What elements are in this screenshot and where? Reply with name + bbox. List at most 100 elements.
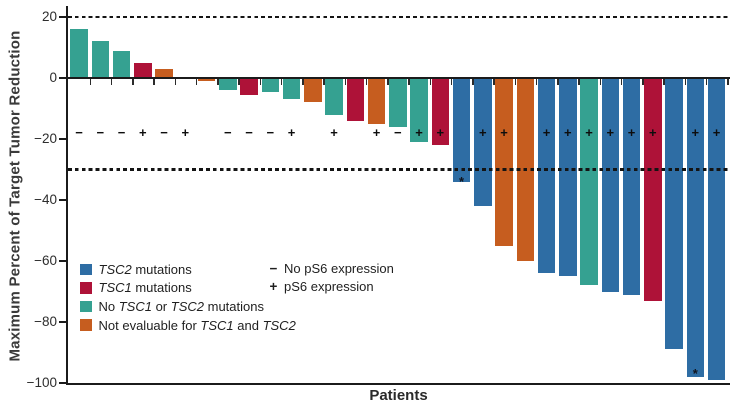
y-tick-label-−80: −80 bbox=[34, 314, 57, 329]
x-tick bbox=[472, 79, 474, 85]
x-tick bbox=[238, 79, 240, 85]
ps6-sign-patient-8: − bbox=[223, 125, 232, 140]
x-tick bbox=[365, 79, 368, 85]
zero-line bbox=[66, 76, 730, 80]
x-tick bbox=[727, 79, 729, 85]
bar-patient-7 bbox=[197, 78, 216, 82]
bar-patient-19 bbox=[452, 78, 471, 182]
x-tick bbox=[323, 79, 325, 85]
y-tick-20 bbox=[59, 16, 66, 18]
x-axis-title: Patients bbox=[369, 387, 428, 404]
x-tick bbox=[259, 79, 262, 85]
ps6-legend: − No pS6 expression + pS6 expression bbox=[267, 260, 394, 295]
x-tick bbox=[408, 79, 410, 85]
ps6-sign-patient-27: + bbox=[627, 125, 636, 140]
y-tick-0 bbox=[59, 77, 66, 79]
x-tick bbox=[642, 79, 644, 85]
x-tick bbox=[429, 79, 432, 85]
bar-patient-16 bbox=[389, 78, 407, 127]
legend-swatch-no_mutation bbox=[80, 300, 92, 313]
bar-patient-30 bbox=[686, 78, 704, 377]
legend-item-tsc2: TSC2 mutations bbox=[80, 260, 296, 279]
legend-label: TSC2 mutations bbox=[98, 261, 192, 277]
legend-label: No TSC1 or TSC2 mutations bbox=[98, 298, 264, 314]
legend-swatch-tsc1 bbox=[80, 282, 92, 294]
ps6-sign-patient-4: + bbox=[138, 125, 147, 140]
x-tick bbox=[89, 79, 92, 85]
bar-patient-10 bbox=[261, 78, 279, 92]
bar-patient-5 bbox=[155, 68, 173, 78]
x-tick bbox=[514, 79, 517, 85]
ps6-sign-patient-31: + bbox=[712, 125, 721, 140]
ps6-sign-patient-2: − bbox=[96, 125, 105, 140]
x-tick bbox=[450, 79, 453, 85]
legend-label: Not evaluable for TSC1 and TSC2 bbox=[98, 317, 296, 333]
x-tick bbox=[344, 79, 347, 85]
ps6-sign-patient-5: − bbox=[160, 125, 168, 140]
bar-patient-26 bbox=[601, 78, 619, 292]
ps6-symbol: − bbox=[269, 261, 278, 277]
bar-patient-14 bbox=[346, 78, 364, 121]
ps6-sign-patient-9: − bbox=[245, 125, 253, 140]
legend-swatch-tsc2 bbox=[80, 263, 92, 276]
y-tick-−80 bbox=[59, 321, 66, 323]
bar-patient-27 bbox=[622, 78, 641, 295]
x-tick bbox=[684, 79, 687, 85]
legend-item-no_mutation: No TSC1 or TSC2 mutations bbox=[80, 297, 296, 316]
bar-patient-2 bbox=[91, 41, 109, 78]
reference-line--30 bbox=[68, 168, 730, 171]
y-tick-−60 bbox=[59, 260, 66, 262]
ps6-sign-patient-21: + bbox=[500, 125, 508, 140]
y-tick-label-0: 0 bbox=[49, 70, 57, 85]
x-tick bbox=[195, 79, 198, 85]
x-tick bbox=[302, 79, 304, 85]
bar-patient-8 bbox=[219, 78, 237, 91]
bar-patient-1 bbox=[70, 29, 88, 78]
ps6-sign-patient-24: + bbox=[563, 125, 572, 140]
ps6-sign-patient-25: + bbox=[585, 125, 593, 140]
y-tick-label-20: 20 bbox=[41, 9, 57, 24]
bar-patient-3 bbox=[112, 50, 131, 78]
ps6-label: pS6 expression bbox=[284, 278, 374, 294]
x-tick bbox=[110, 79, 113, 85]
x-tick bbox=[578, 79, 580, 85]
asterisk-marker-patient-19: * bbox=[458, 173, 465, 189]
x-tick bbox=[705, 79, 708, 85]
ps6-sign-patient-28: + bbox=[648, 125, 657, 140]
bar-patient-24 bbox=[559, 78, 577, 277]
y-axis-line bbox=[65, 6, 69, 386]
asterisk-marker-patient-30: * bbox=[692, 365, 698, 381]
ps6-sign-patient-13: + bbox=[330, 125, 338, 140]
x-tick bbox=[557, 79, 559, 85]
ps6-sign-patient-18: + bbox=[436, 125, 445, 140]
x-tick bbox=[217, 79, 219, 85]
ps6-legend-item: + pS6 expression bbox=[267, 278, 394, 296]
legend: TSC2 mutations TSC1 mutations No TSC1 or T… bbox=[80, 260, 296, 334]
bar-patient-9 bbox=[240, 78, 258, 95]
x-tick bbox=[132, 79, 134, 85]
legend-item-tsc1: TSC1 mutations bbox=[80, 279, 296, 298]
bar-patient-28 bbox=[644, 78, 662, 301]
x-tick bbox=[599, 79, 602, 85]
y-tick-label-−100: −100 bbox=[26, 375, 57, 390]
y-tick-−20 bbox=[59, 138, 66, 140]
bar-patient-31 bbox=[707, 78, 726, 380]
legend-item-not_evaluable: Not evaluable for TSC1 and TSC2 bbox=[80, 316, 296, 335]
x-tick bbox=[620, 79, 623, 85]
x-tick bbox=[153, 79, 155, 85]
bar-patient-11 bbox=[282, 78, 301, 100]
bar-patient-13 bbox=[325, 78, 343, 115]
ps6-sign-patient-20: + bbox=[478, 125, 487, 140]
legend-swatch-not_evaluable bbox=[80, 319, 92, 331]
bar-patient-15 bbox=[367, 78, 386, 124]
ps6-label: No pS6 expression bbox=[284, 261, 394, 277]
bar-patient-20 bbox=[474, 78, 492, 207]
bar-patient-23 bbox=[537, 78, 556, 274]
bar-patient-25 bbox=[580, 78, 598, 286]
y-tick-label-−40: −40 bbox=[34, 192, 57, 207]
bar-patient-12 bbox=[304, 78, 322, 103]
ps6-sign-patient-17: + bbox=[415, 125, 423, 140]
ps6-symbol: + bbox=[269, 278, 278, 294]
